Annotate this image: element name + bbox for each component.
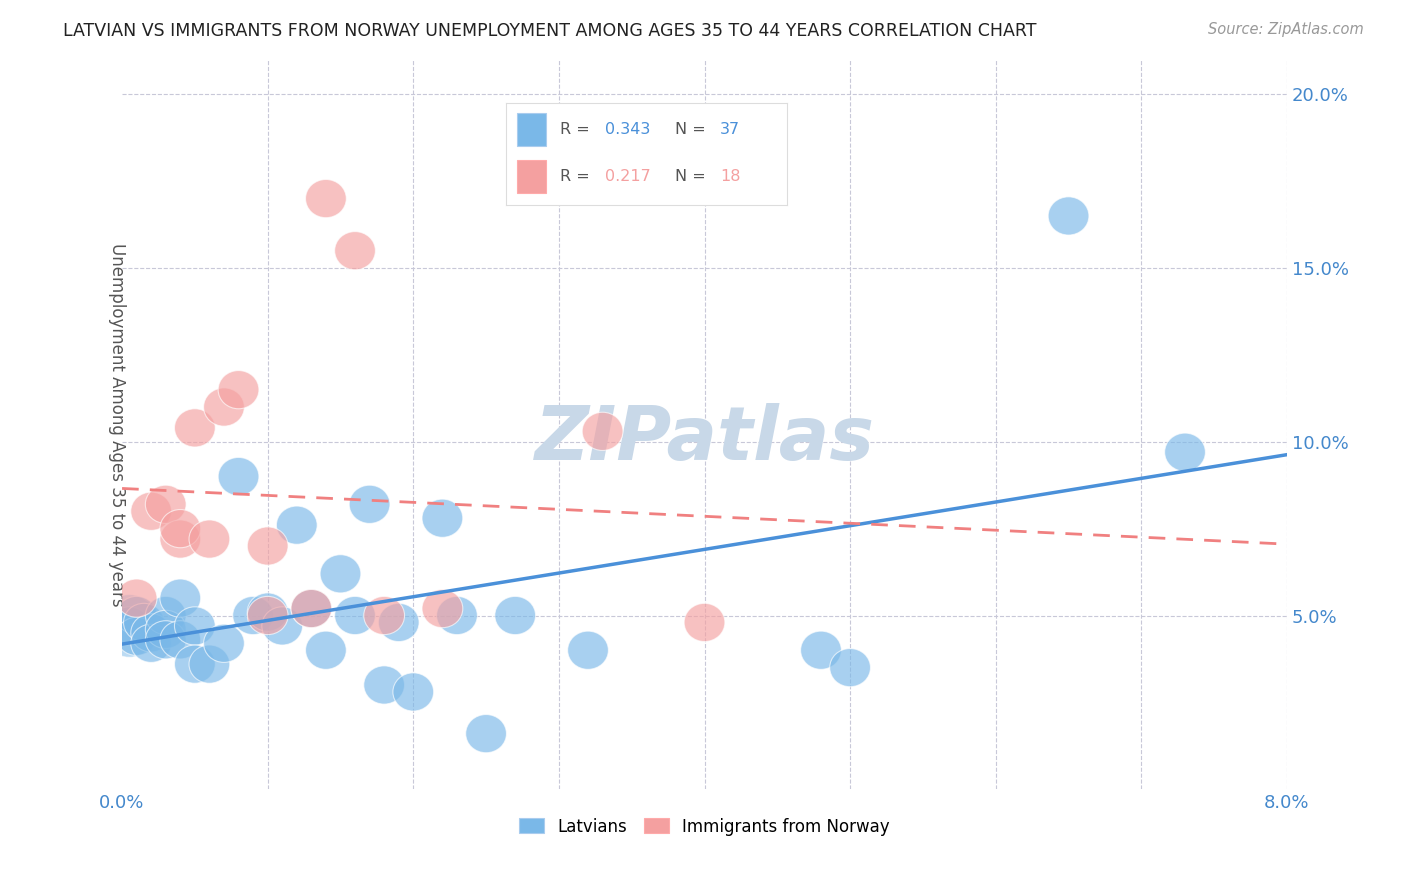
Ellipse shape [108,607,149,645]
Text: 0.217: 0.217 [605,169,651,184]
Ellipse shape [291,590,332,628]
Text: R =: R = [560,169,595,184]
Ellipse shape [685,603,725,641]
Ellipse shape [277,506,318,544]
Ellipse shape [247,593,288,632]
Ellipse shape [422,590,463,628]
Ellipse shape [160,509,201,548]
Ellipse shape [392,673,433,711]
Ellipse shape [465,714,506,753]
Text: Source: ZipAtlas.com: Source: ZipAtlas.com [1208,22,1364,37]
Ellipse shape [204,388,245,426]
Ellipse shape [117,597,157,634]
Ellipse shape [188,645,229,683]
Ellipse shape [117,617,157,656]
Ellipse shape [568,632,609,669]
Ellipse shape [174,607,215,645]
Ellipse shape [218,370,259,409]
Ellipse shape [335,232,375,269]
Ellipse shape [830,648,870,687]
Text: 18: 18 [720,169,741,184]
Ellipse shape [174,645,215,683]
Ellipse shape [131,624,172,663]
Ellipse shape [364,597,405,634]
Ellipse shape [262,607,302,645]
Ellipse shape [349,485,389,524]
Ellipse shape [131,492,172,531]
Ellipse shape [160,621,201,659]
Ellipse shape [174,409,215,447]
Y-axis label: Unemployment Among Ages 35 to 44 years: Unemployment Among Ages 35 to 44 years [108,243,127,607]
Text: N =: N = [675,169,711,184]
Ellipse shape [378,603,419,641]
Ellipse shape [305,179,346,218]
Legend: Latvians, Immigrants from Norway: Latvians, Immigrants from Norway [519,818,890,836]
Ellipse shape [1047,197,1088,235]
Ellipse shape [321,555,361,593]
Text: 37: 37 [720,121,740,136]
Ellipse shape [495,597,536,634]
Ellipse shape [188,520,229,558]
Ellipse shape [247,527,288,566]
Ellipse shape [124,603,165,641]
Ellipse shape [291,590,332,628]
Text: LATVIAN VS IMMIGRANTS FROM NORWAY UNEMPLOYMENT AMONG AGES 35 TO 44 YEARS CORRELA: LATVIAN VS IMMIGRANTS FROM NORWAY UNEMPL… [63,22,1036,40]
Text: R =: R = [560,121,595,136]
FancyBboxPatch shape [517,113,546,145]
Ellipse shape [100,595,159,657]
Ellipse shape [364,666,405,704]
Ellipse shape [233,597,274,634]
Ellipse shape [582,412,623,450]
Ellipse shape [160,520,201,558]
Ellipse shape [145,621,186,659]
Ellipse shape [131,614,172,652]
Text: N =: N = [675,121,711,136]
Ellipse shape [1164,434,1205,471]
Ellipse shape [117,579,157,617]
Ellipse shape [218,458,259,496]
Ellipse shape [247,597,288,634]
Ellipse shape [145,610,186,648]
Ellipse shape [422,500,463,537]
FancyBboxPatch shape [517,160,546,193]
Ellipse shape [437,597,478,634]
Ellipse shape [800,632,841,669]
Ellipse shape [160,579,201,617]
Ellipse shape [305,632,346,669]
Ellipse shape [204,624,245,663]
Ellipse shape [145,597,186,634]
Ellipse shape [335,597,375,634]
Ellipse shape [145,485,186,524]
Text: 0.343: 0.343 [605,121,650,136]
Text: ZIPatlas: ZIPatlas [534,402,875,475]
